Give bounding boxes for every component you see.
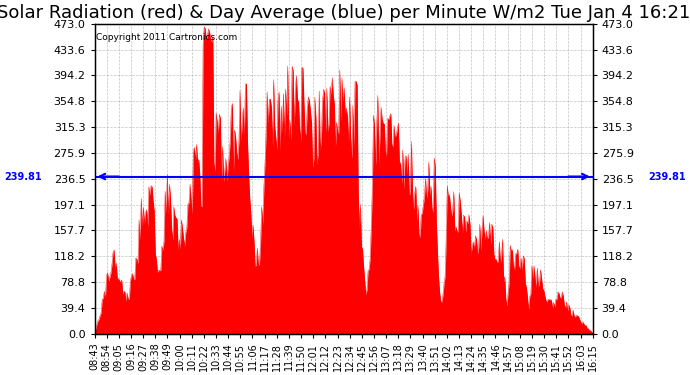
Text: Copyright 2011 Cartronics.com: Copyright 2011 Cartronics.com <box>96 33 237 42</box>
Title: Solar Radiation (red) & Day Average (blue) per Minute W/m2 Tue Jan 4 16:21: Solar Radiation (red) & Day Average (blu… <box>0 4 690 22</box>
Text: 239.81: 239.81 <box>4 171 42 182</box>
Text: 239.81: 239.81 <box>648 171 686 182</box>
